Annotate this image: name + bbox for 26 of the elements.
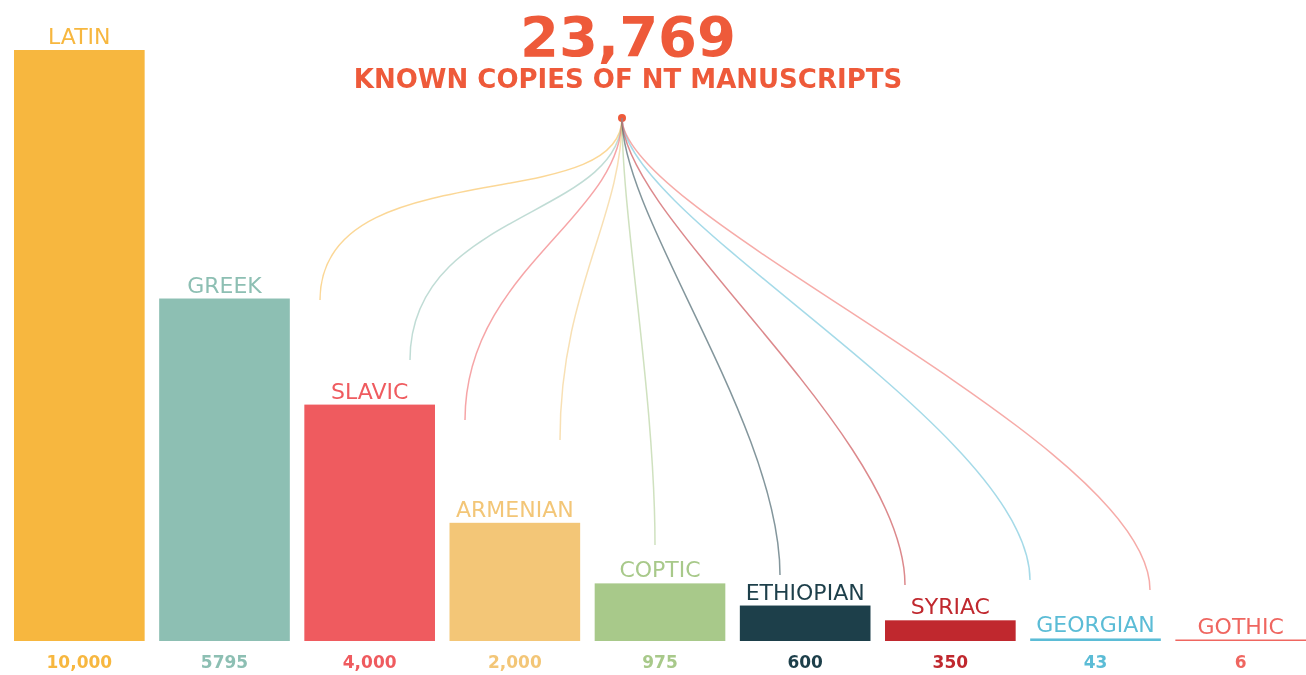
data-label: 5795 xyxy=(200,652,249,672)
bar xyxy=(885,620,1016,641)
bar xyxy=(449,522,581,641)
bar xyxy=(304,404,435,641)
data-label: 43 xyxy=(1083,652,1108,672)
bar xyxy=(14,50,145,641)
bar xyxy=(1030,638,1161,641)
x-tick-label: SLAVIC xyxy=(331,378,409,404)
data-label: 600 xyxy=(787,652,824,672)
bar xyxy=(594,583,726,641)
x-tick-label: GEORGIAN xyxy=(1036,612,1155,638)
data-label: 2,000 xyxy=(487,652,542,672)
data-label: 10,000 xyxy=(46,652,113,672)
data-label: 350 xyxy=(932,652,969,672)
data-label: 975 xyxy=(642,652,678,672)
x-tick-label: ETHIOPIAN xyxy=(745,579,865,605)
x-tick-label: GREEK xyxy=(187,272,263,298)
x-tick-label: SYRIAC xyxy=(910,594,990,620)
data-label: 4,000 xyxy=(342,652,397,672)
bar xyxy=(739,605,871,641)
data-label: 6 xyxy=(1234,652,1247,672)
x-tick-label: GOTHIC xyxy=(1197,613,1284,639)
x-tick-label: COPTIC xyxy=(619,557,701,583)
x-tick-label: ARMENIAN xyxy=(456,496,574,522)
x-tick-label: LATIN xyxy=(48,24,111,49)
bar xyxy=(159,298,290,641)
